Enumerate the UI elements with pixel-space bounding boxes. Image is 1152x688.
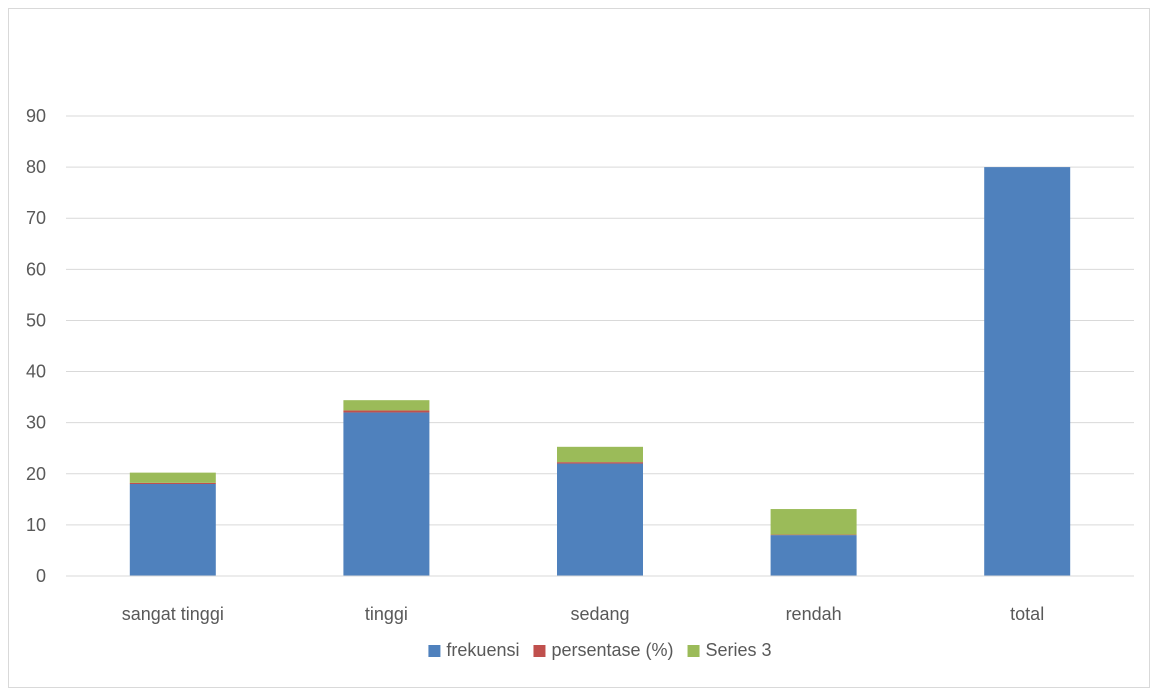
y-tick-label: 20 — [26, 464, 46, 484]
bars — [129, 167, 1071, 576]
y-tick-label: 80 — [26, 157, 46, 177]
x-tick-label: sangat tinggi — [122, 604, 224, 624]
y-tick-label: 60 — [26, 259, 46, 279]
bar-frekuensi-total — [984, 167, 1071, 576]
bar-series-3-sangat-tinggi — [129, 472, 216, 483]
y-axis-tick-labels: 0 10 20 30 40 50 60 70 80 90 — [26, 106, 46, 586]
legend-item: frekuensi — [428, 640, 519, 660]
y-tick-label: 70 — [26, 208, 46, 228]
x-tick-label: tinggi — [365, 604, 408, 624]
y-tick-label: 40 — [26, 362, 46, 382]
legend-label: Series 3 — [706, 640, 772, 660]
bar-series-3-sedang — [557, 446, 643, 463]
bar-series-3-tinggi — [343, 400, 430, 411]
legend: frekuensi persentase (%) Series 3 — [428, 640, 772, 660]
bar-series-3-rendah — [770, 509, 857, 535]
x-tick-label: total — [1010, 604, 1044, 624]
legend-item: persentase (%) — [533, 640, 674, 660]
legend-item: Series 3 — [687, 640, 772, 660]
legend-swatch — [428, 645, 441, 657]
y-tick-label: 0 — [36, 566, 46, 586]
y-tick-label: 50 — [26, 310, 46, 330]
gridlines — [66, 115, 1134, 526]
legend-swatch — [533, 645, 546, 657]
y-tick-label: 30 — [26, 413, 46, 433]
bar-persentase--sangat-tinggi — [129, 482, 216, 484]
bar-frekuensi-tinggi — [343, 412, 430, 576]
bar-persentase--tinggi — [343, 410, 430, 413]
x-tick-label: rendah — [786, 604, 842, 624]
y-tick-label: 90 — [26, 106, 46, 126]
bar-frekuensi-sangat-tinggi — [129, 484, 216, 576]
bar-frekuensi-sedang — [557, 463, 643, 576]
legend-label: frekuensi — [446, 640, 519, 660]
bar-frekuensi-rendah — [770, 535, 857, 576]
x-tick-label: sedang — [570, 604, 629, 624]
x-axis-tick-labels: sangat tinggi tinggi sedang rendah total — [122, 604, 1044, 624]
legend-swatch — [687, 645, 700, 657]
legend-label: persentase (%) — [551, 640, 673, 660]
y-tick-label: 10 — [26, 515, 46, 535]
bar-persentase--rendah — [770, 534, 857, 536]
bar-persentase--sedang — [557, 462, 643, 464]
